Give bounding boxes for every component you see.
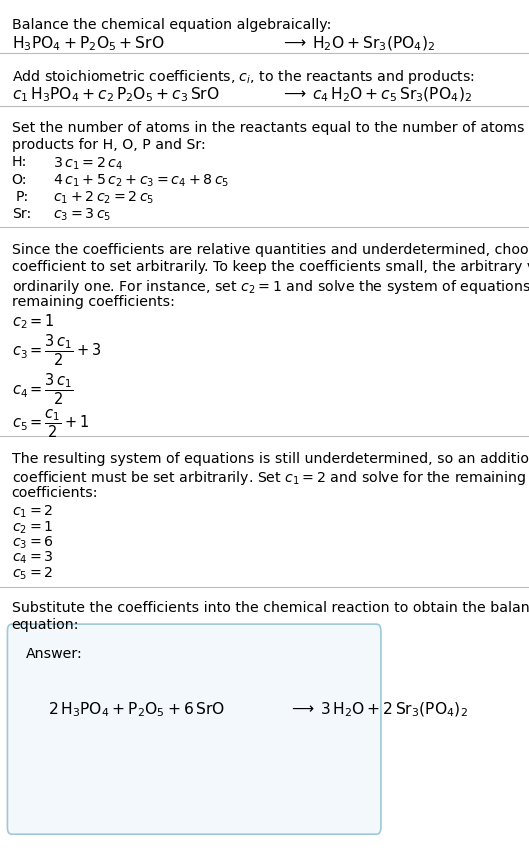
Text: equation:: equation: <box>12 618 79 631</box>
Text: $3\,\mathrm{H_2O} + 2\,\mathrm{Sr_3(PO_4)_2}$: $3\,\mathrm{H_2O} + 2\,\mathrm{Sr_3(PO_4… <box>320 699 468 718</box>
Text: Answer:: Answer: <box>25 647 82 660</box>
Text: ordinarily one. For instance, set $c_2 = 1$ and solve the system of equations fo: ordinarily one. For instance, set $c_2 =… <box>12 277 529 295</box>
Text: remaining coefficients:: remaining coefficients: <box>12 294 175 308</box>
Text: $c_4\,\mathrm{H_2O} + c_5\,\mathrm{Sr_3(PO_4)_2}$: $c_4\,\mathrm{H_2O} + c_5\,\mathrm{Sr_3(… <box>312 85 472 104</box>
Text: $c_1\,\mathrm{H_3PO_4} + c_2\,\mathrm{P_2O_5} + c_3\,\mathrm{SrO}$: $c_1\,\mathrm{H_3PO_4} + c_2\,\mathrm{P_… <box>12 85 219 104</box>
Text: $c_1 = 2$: $c_1 = 2$ <box>12 503 53 519</box>
Text: $c_3 = 6$: $c_3 = 6$ <box>12 534 53 550</box>
Text: $c_3 = \dfrac{3\,c_1}{2} + 3$: $c_3 = \dfrac{3\,c_1}{2} + 3$ <box>12 333 101 368</box>
Text: Sr:: Sr: <box>12 206 31 220</box>
Text: $\longrightarrow$: $\longrightarrow$ <box>280 34 307 49</box>
Text: coefficient to set arbitrarily. To keep the coefficients small, the arbitrary va: coefficient to set arbitrarily. To keep … <box>12 260 529 274</box>
Text: Set the number of atoms in the reactants equal to the number of atoms in the: Set the number of atoms in the reactants… <box>12 121 529 135</box>
Text: $\longrightarrow$: $\longrightarrow$ <box>288 699 315 715</box>
Text: P:: P: <box>16 189 29 203</box>
Text: $\longrightarrow$: $\longrightarrow$ <box>280 85 307 101</box>
Text: coefficient must be set arbitrarily. Set $c_1 = 2$ and solve for the remaining: coefficient must be set arbitrarily. Set… <box>12 468 526 486</box>
Text: $2\,\mathrm{H_3PO_4} + \mathrm{P_2O_5} + 6\,\mathrm{SrO}$: $2\,\mathrm{H_3PO_4} + \mathrm{P_2O_5} +… <box>48 699 225 718</box>
Text: coefficients:: coefficients: <box>12 485 98 499</box>
Text: $c_5 = \dfrac{c_1}{2} + 1$: $c_5 = \dfrac{c_1}{2} + 1$ <box>12 408 89 440</box>
Text: Since the coefficients are relative quantities and underdetermined, choose a: Since the coefficients are relative quan… <box>12 243 529 257</box>
Text: $\mathrm{H_2O + Sr_3(PO_4)_2}$: $\mathrm{H_2O + Sr_3(PO_4)_2}$ <box>312 34 435 53</box>
Text: $4\,c_1 + 5\,c_2 + c_3 = c_4 + 8\,c_5$: $4\,c_1 + 5\,c_2 + c_3 = c_4 + 8\,c_5$ <box>53 172 229 189</box>
Text: $c_1 + 2\,c_2 = 2\,c_5$: $c_1 + 2\,c_2 = 2\,c_5$ <box>53 189 154 206</box>
FancyBboxPatch shape <box>7 624 381 834</box>
Text: $c_5 = 2$: $c_5 = 2$ <box>12 565 53 581</box>
Text: H:: H: <box>12 155 27 169</box>
Text: products for H, O, P and Sr:: products for H, O, P and Sr: <box>12 138 205 152</box>
Text: $3\,c_1 = 2\,c_4$: $3\,c_1 = 2\,c_4$ <box>53 155 123 171</box>
Text: $c_2 = 1$: $c_2 = 1$ <box>12 519 53 535</box>
Text: $c_3 = 3\,c_5$: $c_3 = 3\,c_5$ <box>53 206 111 223</box>
Text: Add stoichiometric coefficients, $c_i$, to the reactants and products:: Add stoichiometric coefficients, $c_i$, … <box>12 68 475 86</box>
Text: $\mathrm{H_3PO_4 + P_2O_5 + SrO}$: $\mathrm{H_3PO_4 + P_2O_5 + SrO}$ <box>12 34 164 53</box>
Text: The resulting system of equations is still underdetermined, so an additional: The resulting system of equations is sti… <box>12 451 529 465</box>
Text: Balance the chemical equation algebraically:: Balance the chemical equation algebraica… <box>12 18 331 32</box>
Text: O:: O: <box>12 172 27 186</box>
Text: $c_4 = 3$: $c_4 = 3$ <box>12 549 53 566</box>
Text: $c_2 = 1$: $c_2 = 1$ <box>12 312 54 331</box>
Text: Substitute the coefficients into the chemical reaction to obtain the balanced: Substitute the coefficients into the che… <box>12 601 529 614</box>
Text: $c_4 = \dfrac{3\,c_1}{2}$: $c_4 = \dfrac{3\,c_1}{2}$ <box>12 371 74 406</box>
